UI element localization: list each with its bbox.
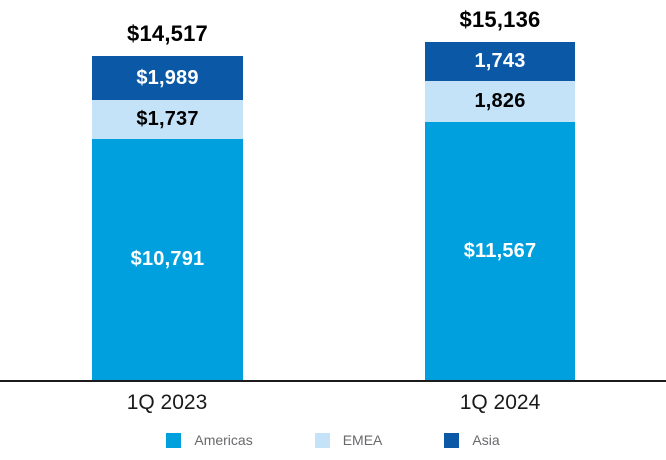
x-axis-line xyxy=(0,380,666,382)
segment-value-label: $1,989 xyxy=(136,66,199,89)
bar-segment-asia: $1,989 xyxy=(92,56,243,100)
legend-item-emea: EMEA xyxy=(314,432,383,448)
segment-value-label: $11,567 xyxy=(463,239,537,262)
segment-value-label: 1,826 xyxy=(474,90,526,112)
segment-value-label: $10,791 xyxy=(130,248,205,270)
segment-value-label: 1,743 xyxy=(474,50,526,72)
legend-label: Asia xyxy=(472,432,500,448)
bar-total-label: $14,517 xyxy=(127,21,208,46)
bar-total-label: $15,136 xyxy=(459,7,541,32)
bar-1q2023: $14,517 $1,989 $1,737 $10,791 xyxy=(92,21,243,380)
legend: Americas EMEA Asia xyxy=(0,432,666,448)
segment-value-label: $1,737 xyxy=(136,108,199,130)
bar-1q2024: $15,136 1,743 1,826 $11,567 xyxy=(425,7,575,380)
bar-segment-asia: 1,743 xyxy=(425,42,575,81)
category-label-1q2024: 1Q 2024 xyxy=(459,391,541,414)
bar-segment-americas: $10,791 xyxy=(92,139,243,380)
legend-item-asia: Asia xyxy=(444,432,500,448)
category-label-1q2023: 1Q 2023 xyxy=(126,391,208,414)
bar-segment-americas: $11,567 xyxy=(425,122,575,380)
emea-swatch-icon xyxy=(314,432,330,448)
bar-segment-emea: $1,737 xyxy=(92,100,243,139)
legend-label: EMEA xyxy=(342,432,383,448)
legend-label: Americas xyxy=(194,432,253,448)
asia-swatch-icon xyxy=(444,432,460,448)
bar-segment-emea: 1,826 xyxy=(425,81,575,122)
americas-swatch-icon xyxy=(166,432,182,448)
legend-item-americas: Americas xyxy=(166,432,253,448)
